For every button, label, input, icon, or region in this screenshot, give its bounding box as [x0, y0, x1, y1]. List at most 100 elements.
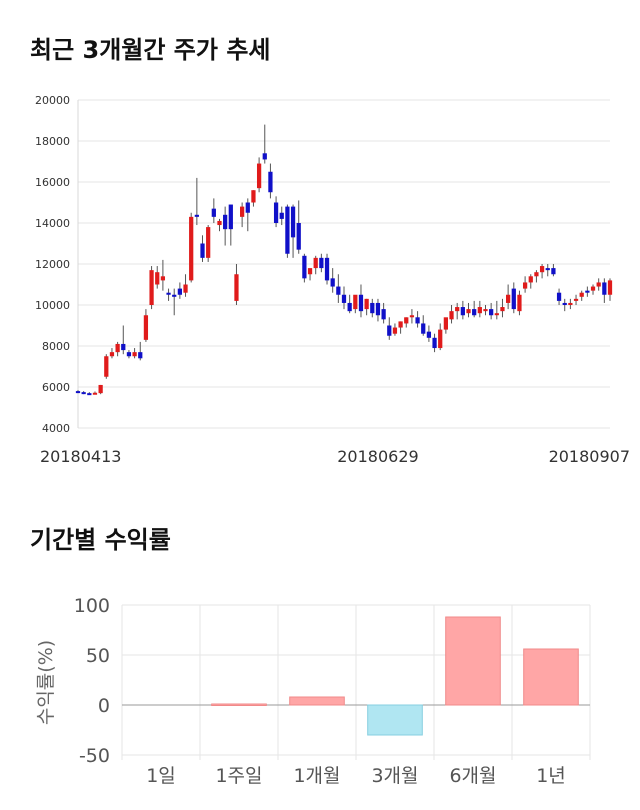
price-y-tick-label: 8000 — [42, 340, 70, 353]
price-candle-down — [336, 286, 341, 295]
price-candle-up — [607, 280, 613, 295]
returns-bar-positive — [211, 703, 267, 706]
price-candle-down — [387, 325, 392, 336]
price-candles — [75, 124, 613, 396]
returns-bar-positive — [445, 616, 501, 706]
price-candle-up — [568, 302, 573, 305]
price-x-tick-label: 20180907 — [549, 447, 630, 466]
price-candle-up — [189, 216, 194, 281]
returns-bar-chart: 100 50 0 -50 1일 1주일 1개월 3개월 6개월 1년 수익률(%) — [35, 595, 591, 787]
returns-x-tick-label: 1일 — [146, 765, 176, 787]
price-y-tick-label: 6000 — [42, 381, 70, 394]
price-candle-down — [126, 352, 132, 357]
price-candle-down — [273, 202, 279, 223]
price-candle-down — [585, 290, 590, 293]
price-x-ticks: 20180413 20180629 20180907 — [40, 447, 630, 466]
price-x-tick-label: 20180629 — [337, 447, 418, 466]
price-candle-up — [256, 163, 262, 189]
price-candle-down — [194, 214, 199, 217]
price-y-ticks: 4000 6000 8000 10000 12000 14000 16000 18000 200… — [35, 94, 70, 435]
price-candle-up — [149, 270, 154, 305]
price-candle-up — [132, 352, 137, 357]
returns-bar-negative — [367, 704, 423, 736]
price-candle-up — [364, 298, 369, 310]
price-candle-up — [313, 257, 318, 269]
price-candle-up — [500, 307, 505, 312]
price-candle-up — [206, 227, 211, 258]
price-candle-down — [290, 206, 296, 238]
price-candle-up — [155, 272, 160, 285]
price-candle-down — [602, 282, 607, 295]
price-y-tick-label: 12000 — [35, 258, 70, 271]
price-y-tick-label: 18000 — [35, 135, 70, 148]
returns-bar-positive — [289, 696, 345, 706]
price-candle-down — [211, 208, 216, 217]
price-candle-up — [466, 309, 471, 314]
price-candle-up — [483, 309, 488, 312]
price-candle-down — [279, 212, 284, 219]
price-candle-down — [562, 302, 567, 305]
price-candle-up — [240, 206, 245, 217]
price-candle-down — [177, 288, 182, 295]
price-candle-up — [392, 327, 398, 334]
returns-x-tick-label: 1주일 — [215, 765, 262, 787]
price-y-tick-label: 16000 — [35, 176, 70, 189]
price-candle-down — [245, 202, 250, 213]
returns-x-tick-label: 1년 — [536, 765, 566, 787]
price-candle-down — [421, 323, 426, 334]
price-candle-down — [262, 153, 267, 160]
price-candle-down — [121, 343, 126, 351]
price-x-tick-label: 20180413 — [40, 447, 121, 466]
price-candle-down — [551, 268, 556, 275]
price-candle-down — [87, 393, 92, 396]
price-candle-down — [319, 257, 324, 269]
returns-x-ticks: 1일 1주일 1개월 3개월 6개월 1년 — [146, 765, 566, 787]
price-y-tick-label: 20000 — [35, 94, 70, 107]
returns-x-tick-label: 1개월 — [293, 765, 340, 787]
price-candle-down — [415, 317, 420, 324]
returns-y-tick-label: 100 — [74, 595, 110, 617]
price-candle-down — [330, 278, 335, 287]
returns-bar-positive — [523, 648, 579, 706]
price-candle-up — [251, 190, 256, 203]
price-candle-up — [234, 274, 239, 301]
price-y-tick-label: 10000 — [35, 299, 70, 312]
price-candle-up — [506, 294, 511, 303]
price-candle-up — [143, 315, 149, 340]
price-candle-down — [172, 294, 177, 297]
price-candle-down — [370, 302, 375, 314]
price-candle-down — [223, 214, 228, 230]
price-candle-up — [160, 276, 166, 281]
price-candle-down — [81, 392, 86, 395]
price-candle-up — [579, 292, 584, 297]
price-candle-down — [296, 223, 301, 250]
returns-y-ticks: 100 50 0 -50 — [74, 595, 110, 767]
price-candle-down — [285, 206, 290, 254]
returns-y-tick-label: 50 — [86, 645, 110, 667]
price-candle-down — [545, 268, 550, 271]
price-candle-up — [590, 286, 596, 291]
price-candle-up — [455, 307, 460, 312]
returns-chart-title: 기간별 수익률 — [30, 526, 171, 554]
returns-bars — [211, 616, 579, 736]
price-candle-down — [200, 243, 205, 258]
returns-y-tick-label: -50 — [79, 745, 110, 767]
price-candle-up — [115, 343, 120, 353]
price-candle-up — [534, 272, 539, 277]
price-candle-down — [511, 288, 516, 310]
price-candlestick-chart: 4000 6000 8000 10000 12000 14000 16000 18000 200… — [35, 94, 630, 466]
price-candle-down — [375, 302, 381, 316]
price-candle-up — [449, 311, 454, 320]
price-candle-up — [443, 317, 448, 330]
price-candle-up — [528, 276, 533, 283]
price-grid — [77, 99, 610, 429]
price-candle-up — [522, 282, 528, 289]
price-candle-up — [109, 352, 115, 357]
price-candle-down — [138, 352, 143, 359]
price-candle-up — [409, 315, 415, 318]
price-candle-down — [166, 292, 171, 295]
price-candle-down — [426, 331, 432, 338]
price-chart-title: 최근 3개월간 주가 추세 — [30, 36, 271, 64]
price-candle-up — [217, 220, 222, 226]
price-candle-up — [438, 329, 443, 349]
